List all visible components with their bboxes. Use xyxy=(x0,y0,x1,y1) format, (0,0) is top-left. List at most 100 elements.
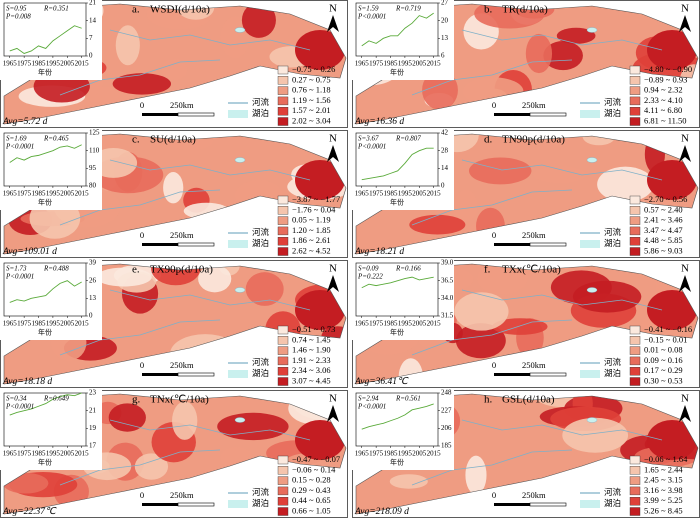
x-tick-label: 1975 xyxy=(17,450,32,458)
x-tick-label: 2015 xyxy=(75,190,90,198)
stat-s: S=1.59 xyxy=(358,5,379,13)
map-zone xyxy=(647,30,697,70)
legend-swatch xyxy=(277,86,289,95)
y-tick-label: 80 xyxy=(89,182,97,190)
x-tick-label: 1975 xyxy=(369,450,384,458)
y-tick-label: 28 xyxy=(441,146,449,154)
legend-label: −2.70 ~ 0.56 xyxy=(644,194,687,204)
legend-label: 3.47 ~ 4.47 xyxy=(644,225,683,235)
x-tick-label: 2015 xyxy=(427,190,442,198)
inset-series xyxy=(9,144,82,163)
lake-label: 湖泊 xyxy=(252,368,269,378)
legend-label: −0.75 ~ 0.26 xyxy=(292,64,335,74)
y-tick-label: 185 xyxy=(441,442,452,450)
average: Avg=36.41℃ xyxy=(354,376,409,387)
map-zone xyxy=(241,4,276,38)
legend-label: 1.91 ~ 2.33 xyxy=(292,355,331,365)
stat-r: R=0.561 xyxy=(395,395,421,403)
x-tick-label: 1975 xyxy=(17,190,32,198)
x-tick-label: 1985 xyxy=(32,320,47,328)
panel: g. TNx(℃/10a) N 17 19 21 23 1965 1975 1985 1995 200… xyxy=(0,389,348,518)
map-zone xyxy=(556,27,596,44)
north-label: N xyxy=(329,3,337,15)
legend-label: 0.76 ~ 1.18 xyxy=(292,85,331,95)
legend-swatch xyxy=(629,325,641,335)
legend-swatch xyxy=(277,366,289,376)
lake-label: 湖泊 xyxy=(604,238,621,248)
map-zone xyxy=(172,401,198,440)
x-tick-label: 1965 xyxy=(3,320,18,328)
x-tick-label: 1985 xyxy=(384,190,399,198)
legend-swatch xyxy=(277,356,289,366)
legend-swatch xyxy=(629,206,641,215)
scale-bar xyxy=(494,373,530,376)
north-arrow xyxy=(679,145,691,162)
scale-bar xyxy=(494,113,530,116)
x-tick-label: 1995 xyxy=(46,450,61,458)
legend-label: 1.20 ~ 1.85 xyxy=(292,225,331,235)
lake xyxy=(234,27,246,33)
panel-title: WSDI(d/10a) xyxy=(150,4,210,16)
legend-label: 0.30 ~ 0.53 xyxy=(644,375,683,385)
y-tick-label: 19 xyxy=(89,424,97,432)
x-tick-label: 2015 xyxy=(75,60,90,68)
legend-swatch xyxy=(277,507,289,516)
legend-label: 4.11 ~ 6.80 xyxy=(644,105,682,115)
scale-zero: 0 xyxy=(140,230,144,240)
legend-label: 0.57 ~ 2.40 xyxy=(644,204,683,214)
lake xyxy=(586,417,598,423)
lake-key xyxy=(580,240,600,248)
legend-label: −1.76 ~ 0.04 xyxy=(292,204,336,214)
scale-distance: 250km xyxy=(522,360,546,370)
legend-swatch xyxy=(277,236,289,246)
legend-label: −0.06 ~ 0.14 xyxy=(292,464,336,474)
y-tick-label: 7 xyxy=(89,34,93,42)
river xyxy=(59,319,221,356)
river xyxy=(411,189,573,226)
lake xyxy=(586,157,598,163)
legend-label: 2.33 ~ 4.10 xyxy=(644,95,683,105)
scale-zero: 0 xyxy=(492,490,496,500)
x-tick-label: 1985 xyxy=(32,60,47,68)
y-tick-label: 95 xyxy=(89,164,97,172)
inset-frame xyxy=(355,262,439,317)
legend-label: −0.51 ~ 0.73 xyxy=(292,324,335,334)
basin-outline xyxy=(3,3,347,125)
panel-label: h. xyxy=(484,394,493,406)
lake xyxy=(586,287,598,293)
map-zone xyxy=(562,417,629,453)
average: Avg=218.09 d xyxy=(354,507,409,517)
scale-bar xyxy=(142,113,178,116)
scale-distance: 250km xyxy=(170,490,194,500)
y-tick-label: 20 xyxy=(441,16,449,24)
river xyxy=(109,29,311,51)
lake-label: 湖泊 xyxy=(604,498,621,508)
north-label: N xyxy=(329,133,337,145)
legend-swatch xyxy=(277,117,289,126)
stat-s: S=0.09 xyxy=(358,265,379,273)
map-zone xyxy=(389,474,428,489)
map-zone xyxy=(572,280,642,313)
map-zone xyxy=(96,267,152,287)
river xyxy=(411,319,573,356)
x-tick-label: 2015 xyxy=(427,450,442,458)
panel: h. GSL(d/10a) N 185 206 227 248 1965 1975 1985 199… xyxy=(352,389,700,518)
stat-s: S=1.69 xyxy=(6,135,27,143)
inset-frame xyxy=(355,392,439,447)
legend-label: 2.45 ~ 3.15 xyxy=(644,475,683,485)
inset-bg xyxy=(352,130,454,210)
legend-swatch xyxy=(629,216,641,225)
y-tick-label: 6 xyxy=(441,52,445,60)
average: Avg=16.36 d xyxy=(354,117,404,127)
x-tick-label: 1965 xyxy=(355,320,370,328)
legend-swatch xyxy=(277,346,289,355)
map-zone xyxy=(112,73,172,95)
map-zone xyxy=(422,70,458,110)
x-tick-label: 1965 xyxy=(3,450,18,458)
north-label: N xyxy=(329,393,337,405)
inset-bg xyxy=(352,0,454,80)
map-zone xyxy=(108,403,146,432)
stat-p: P<0.0001 xyxy=(5,143,34,151)
